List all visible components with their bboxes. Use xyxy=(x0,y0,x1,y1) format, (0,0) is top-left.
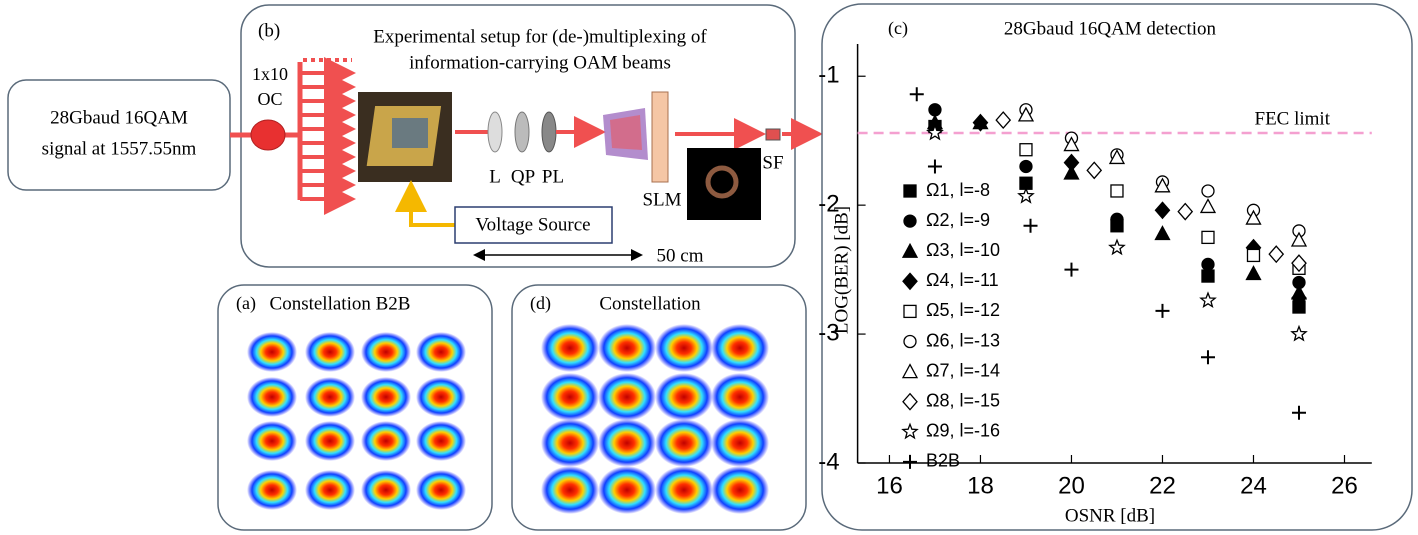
legend-label: Ω9, l=-16 xyxy=(926,421,1000,441)
chart-title: 28Gbaud 16QAM detection xyxy=(1004,18,1217,39)
legend-marker xyxy=(904,215,916,227)
figure: 28Gbaud 16QAM signal at 1557.55nm (b) Ex… xyxy=(0,0,1418,535)
constellation-point xyxy=(416,332,466,372)
legend-label: Ω1, l=-8 xyxy=(926,180,990,200)
constellation-point xyxy=(361,377,411,417)
x-tick-label: 20 xyxy=(1058,472,1085,499)
constellation-point xyxy=(711,373,769,421)
constellation-point xyxy=(711,419,769,467)
constellation-point xyxy=(247,332,297,372)
constellation-point xyxy=(247,377,297,417)
constellation-point xyxy=(361,470,411,510)
data-point xyxy=(1202,231,1214,243)
lens-label: PL xyxy=(542,166,564,187)
legend-label: Ω4, l=-11 xyxy=(926,270,999,290)
constellation-point xyxy=(541,373,599,421)
splitter-label: OC xyxy=(257,89,282,109)
lens-label: L xyxy=(489,166,501,187)
constellation-point xyxy=(711,324,769,372)
signal-label: signal at 1557.55nm xyxy=(42,138,197,159)
signal-box xyxy=(8,80,230,190)
legend-marker xyxy=(904,336,916,348)
constellation-point xyxy=(361,421,411,461)
constellation-point xyxy=(598,466,656,514)
constellation-point xyxy=(416,470,466,510)
constellation-point xyxy=(541,324,599,372)
x-tick-label: 22 xyxy=(1149,472,1176,499)
panel-tag: (b) xyxy=(258,20,280,41)
distance-label: 50 cm xyxy=(657,245,704,266)
x-tick-label: 26 xyxy=(1331,472,1358,499)
panel-c xyxy=(822,4,1412,530)
legend-marker xyxy=(904,185,916,197)
panel-title: Constellation xyxy=(599,293,701,314)
constellation-point xyxy=(305,421,355,461)
legend-label: Ω8, l=-15 xyxy=(926,390,1000,410)
constellation-point xyxy=(598,373,656,421)
legend-label: Ω7, l=-14 xyxy=(926,360,1000,380)
panel-title: information-carrying OAM beams xyxy=(409,52,671,73)
constellation-point xyxy=(711,466,769,514)
legend-label: B2B xyxy=(926,451,960,471)
constellation-point xyxy=(655,324,713,372)
signal-label: 28Gbaud 16QAM xyxy=(50,107,188,128)
panel-title: Constellation B2B xyxy=(270,293,411,314)
slm-label: SLM xyxy=(642,189,681,210)
data-point xyxy=(1020,160,1032,172)
legend-marker xyxy=(904,305,916,317)
constellation-point xyxy=(598,419,656,467)
constellation-point xyxy=(416,377,466,417)
constellation-point xyxy=(598,324,656,372)
y-tick-label: -2 xyxy=(818,190,839,217)
constellation-point xyxy=(655,419,713,467)
panel-tag: (a) xyxy=(236,293,256,314)
legend-label: Ω6, l=-13 xyxy=(926,330,1000,350)
data-point xyxy=(1247,249,1259,261)
constellation-point xyxy=(305,470,355,510)
constellation-point xyxy=(305,332,355,372)
legend-label: Ω3, l=-10 xyxy=(926,240,1000,260)
constellation-point xyxy=(416,421,466,461)
legend-label: Ω2, l=-9 xyxy=(926,210,990,230)
y-tick-label: -1 xyxy=(818,62,839,89)
y-axis-label: LOG(BER) [dB] xyxy=(831,206,852,334)
panel-tag: (d) xyxy=(530,293,551,314)
y-tick-label: -4 xyxy=(818,448,839,475)
voltage-label: Voltage Source xyxy=(475,214,590,235)
x-tick-label: 16 xyxy=(876,472,903,499)
data-point xyxy=(1020,144,1032,156)
data-point xyxy=(1202,185,1214,197)
data-point xyxy=(1111,213,1123,225)
data-point xyxy=(1202,258,1214,270)
data-point xyxy=(929,104,941,116)
constellation-point xyxy=(541,419,599,467)
constellation-point xyxy=(305,377,355,417)
x-tick-label: 18 xyxy=(967,472,994,499)
x-axis-label: OSNR [dB] xyxy=(1065,505,1155,526)
y-tick-label: -3 xyxy=(818,319,839,346)
reference-label: FEC limit xyxy=(1255,108,1331,129)
legend-label: Ω5, l=-12 xyxy=(926,300,1000,320)
constellation-point xyxy=(655,466,713,514)
constellation-point xyxy=(247,421,297,461)
data-point xyxy=(1202,270,1214,282)
panel-tag: (c) xyxy=(888,18,908,39)
constellation-point xyxy=(655,373,713,421)
lens-label: QP xyxy=(511,166,535,187)
sf-label: SF xyxy=(762,152,783,173)
constellation-point xyxy=(247,470,297,510)
constellation-point xyxy=(541,466,599,514)
panel-title: Experimental setup for (de-)multiplexing… xyxy=(373,26,707,47)
data-point xyxy=(1111,185,1123,197)
x-tick-label: 24 xyxy=(1240,472,1267,499)
splitter-label: 1x10 xyxy=(252,64,288,84)
constellation-point xyxy=(361,332,411,372)
